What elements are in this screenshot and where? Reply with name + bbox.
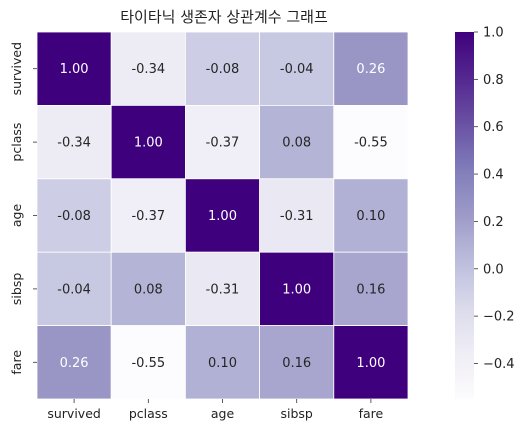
x-tick-label: survived [47,406,100,421]
colorbar-tick-label: 0.8 [483,73,504,88]
heatmap-cell [184,31,260,106]
heatmap-cell [333,31,409,106]
cell-value-label: 0.26 [60,356,89,371]
x-axis-labels: survived pclass age sibsp fare [47,399,384,421]
heatmap-cell [110,178,186,253]
cell-value-label: 0.26 [356,62,385,77]
y-axis-labels: survived pclass age sibsp fare [9,42,37,375]
chart-title: 타이타닉 생존자 상관계수 그래프 [120,8,328,26]
cell-value-label: 0.10 [208,356,237,371]
cell-value-label: -0.55 [131,356,165,371]
heatmap-cell [110,325,186,400]
colorbar-tick-label: 0.2 [483,215,504,230]
heatmap-cell [259,251,335,326]
heatmap-cell [184,178,260,253]
x-tick-label: age [211,406,235,421]
cell-value-label: -0.04 [57,282,91,297]
x-tick-label: sibsp [281,406,313,421]
cell-value-label: 0.16 [356,282,385,297]
cell-value-label: 1.00 [282,282,311,297]
colorbar-tick-label: 0.4 [483,168,504,183]
cell-value-label: -0.31 [280,209,314,224]
heatmap-cell [184,325,260,400]
cell-value-label: 0.16 [282,356,311,371]
cell-value-label: -0.55 [354,136,388,151]
heatmap-cell [110,251,186,326]
y-tick-label: pclass [9,123,24,162]
heatmap-cell [333,251,409,326]
heatmap-cell [184,251,260,326]
y-tick-label: age [9,204,24,228]
heatmap-cell [333,325,409,400]
colorbar [455,32,474,399]
cell-value-label: -0.34 [131,62,165,77]
cell-value-label: -0.37 [131,209,165,224]
heatmap-cell [333,178,409,253]
heatmap-cell [184,105,260,180]
y-tick-label: fare [9,350,24,375]
cell-value-label: -0.31 [206,282,240,297]
cell-value-label: 1.00 [208,209,237,224]
heatmap-cell [333,105,409,180]
heatmap-cell [36,105,112,180]
heatmap-cell [36,325,112,400]
heatmap-cell [110,31,186,106]
y-tick-label: sibsp [9,273,24,305]
x-tick-label: pclass [129,406,168,421]
cell-value-label: -0.37 [206,136,240,151]
colorbar-tick-label: 0.6 [483,120,504,135]
cell-value-label: -0.08 [57,209,91,224]
colorbar-tick-label: 1.0 [483,26,504,41]
cell-value-label: 1.00 [60,62,89,77]
heatmap-cell [36,31,112,106]
colorbar-tick-label: −0.2 [483,310,515,325]
heatmap-cells: 1.00 -0.34 -0.08 -0.04 0.26 -0.34 1.00 -0.37 0.0… [36,31,409,400]
heatmap-cell [259,31,335,106]
cell-value-label: 0.10 [356,209,385,224]
cell-value-label: -0.34 [57,136,91,151]
cell-value-label: 1.00 [134,136,163,151]
cell-value-label: -0.08 [206,62,240,77]
cell-value-label: 0.08 [282,136,311,151]
colorbar-tick-label: 0.0 [483,262,504,277]
cell-value-label: 0.08 [134,282,163,297]
colorbar-ticks: 1.0 0.8 0.6 0.4 0.2 0.0 −0.2 −0.4 [474,26,515,372]
cell-value-label: 1.00 [356,356,385,371]
heatmap-cell [259,178,335,253]
y-tick-label: survived [9,42,24,95]
cell-value-label: -0.04 [280,62,314,77]
x-tick-label: fare [359,406,384,421]
colorbar-tick-label: −0.4 [483,357,515,372]
